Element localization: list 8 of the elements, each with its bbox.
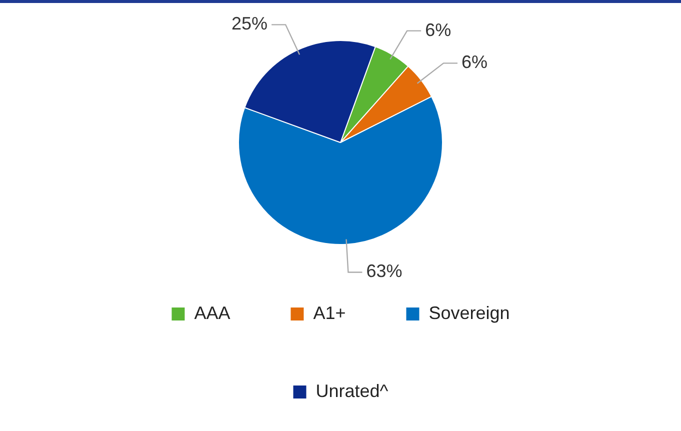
data-label: 63%: [366, 261, 402, 282]
legend-label: AAA: [194, 302, 230, 323]
data-label: 6%: [462, 52, 488, 72]
legend-label: A1+: [313, 302, 346, 323]
legend-label: Unrated^: [316, 380, 389, 401]
data-label: 25%: [232, 14, 268, 34]
legend-label: Sovereign: [428, 302, 510, 323]
data-label: 6%: [425, 20, 452, 40]
